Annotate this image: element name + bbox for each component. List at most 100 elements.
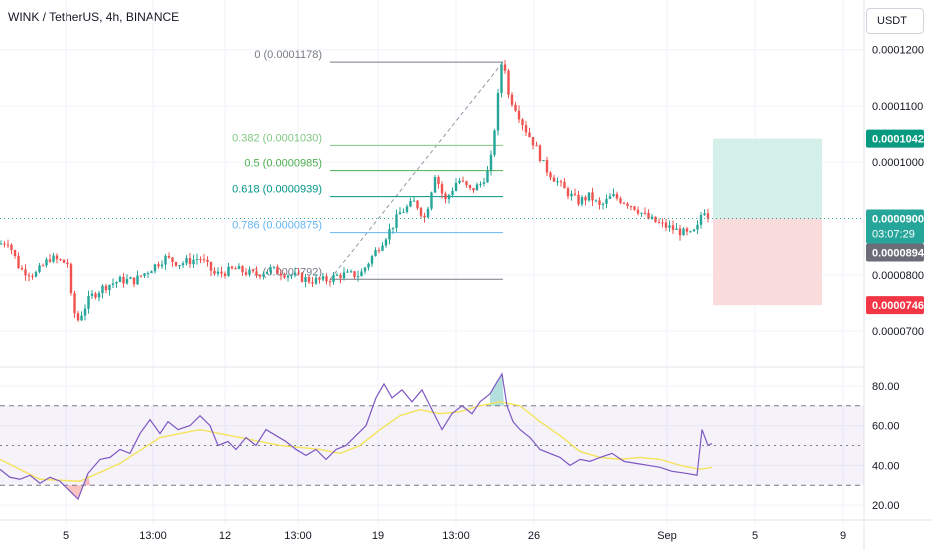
candle (423, 212, 426, 223)
candle-body (412, 200, 416, 202)
candle (416, 200, 419, 210)
candle-body (3, 243, 6, 245)
candle-body (416, 200, 419, 209)
candle (482, 177, 486, 187)
candle-body (615, 194, 619, 199)
candle-body (150, 271, 153, 274)
candle-body (542, 159, 545, 161)
candle (248, 266, 251, 277)
candle-body (293, 272, 297, 276)
candle-body (500, 64, 503, 93)
candle-body (115, 281, 118, 284)
candle (136, 270, 139, 285)
candle-body (66, 262, 69, 265)
candle-body (178, 265, 181, 267)
candle (129, 276, 132, 280)
candle (286, 274, 290, 282)
candle (332, 272, 335, 285)
candle-body (325, 276, 328, 282)
candle-body (83, 308, 87, 316)
candle-body (531, 137, 535, 146)
candle-body (664, 222, 668, 228)
candle-body (409, 200, 412, 207)
candle (514, 101, 517, 113)
secondary-price-label: 0.0000894 (872, 248, 925, 260)
candle (55, 253, 59, 264)
candle (73, 290, 76, 318)
candle (146, 271, 150, 278)
candle (549, 171, 552, 181)
candle-body (486, 170, 489, 183)
candle-body (510, 94, 514, 105)
candle-body (181, 263, 185, 266)
candle-body (629, 206, 633, 208)
time-axis-tick: 26 (528, 530, 540, 542)
fib-trend-line (329, 61, 504, 280)
candle-body (332, 275, 335, 282)
candle (283, 272, 286, 280)
candle (227, 262, 230, 277)
candle (321, 272, 325, 282)
candle (528, 127, 531, 138)
candle-body (118, 276, 122, 282)
candle-body (234, 268, 237, 270)
candle (395, 209, 398, 232)
candle-body (633, 206, 636, 210)
candle-body (346, 271, 349, 273)
candle-body (668, 225, 671, 228)
candle (489, 150, 493, 176)
candle-body (419, 208, 423, 216)
candle-body (101, 285, 104, 294)
candle-body (167, 255, 171, 258)
candle-body (601, 203, 605, 205)
candle (69, 262, 73, 296)
candle (307, 275, 311, 284)
candle-body (493, 130, 496, 155)
candle (689, 230, 692, 233)
price-axis-tick: 0.0001100 (872, 101, 923, 113)
candle (6, 239, 10, 249)
candle-body (503, 64, 507, 71)
candle (356, 270, 360, 282)
candle (535, 141, 538, 147)
candle-body (6, 244, 10, 246)
candle (48, 254, 52, 264)
candle-body (87, 295, 90, 309)
candle (367, 262, 370, 271)
candle (591, 187, 594, 207)
candle (76, 310, 80, 322)
candle (374, 247, 377, 257)
candle (650, 213, 654, 221)
candle (612, 188, 615, 197)
countdown-label: 03:07:29 (872, 229, 915, 241)
candle-body (517, 110, 521, 120)
candle (479, 181, 482, 188)
currency-button[interactable]: USDT (866, 8, 924, 34)
candle-body (437, 176, 440, 185)
candle-body (69, 264, 73, 294)
target-price-label: 0.0001042 (872, 134, 924, 146)
candle (629, 205, 633, 211)
candle (542, 159, 545, 162)
candle (451, 187, 454, 198)
candle (636, 206, 640, 216)
candle-body (391, 227, 395, 229)
candle (27, 272, 31, 282)
candle (90, 289, 94, 300)
candle (188, 252, 192, 268)
last-price-label: 0.0000900 (872, 214, 924, 226)
candle (20, 265, 24, 271)
candle-body (367, 263, 370, 268)
candle (223, 271, 227, 279)
candle (258, 274, 262, 280)
candle (563, 177, 566, 189)
candle (171, 257, 174, 267)
candle-body (507, 70, 510, 95)
candle-body (563, 181, 566, 189)
candle-body (244, 272, 248, 275)
candle-body (363, 267, 367, 272)
candle-body (251, 269, 255, 272)
candle-body (433, 176, 437, 193)
candle (363, 266, 367, 275)
